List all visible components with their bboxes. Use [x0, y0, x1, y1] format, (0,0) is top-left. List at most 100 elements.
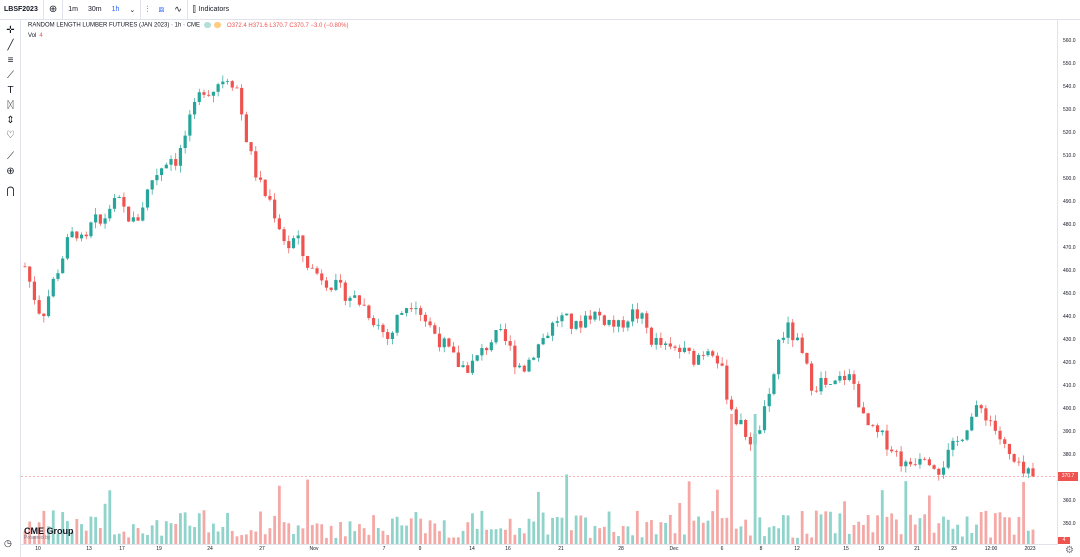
candle-body	[258, 177, 263, 180]
volume-bar	[395, 516, 399, 544]
candle-body	[197, 92, 201, 102]
volume-bar	[89, 516, 93, 544]
candle-body	[428, 321, 432, 326]
candle-body	[353, 295, 357, 298]
volume-bar	[226, 512, 229, 544]
candle-body	[574, 321, 578, 329]
candle-body	[320, 273, 324, 281]
volume-bar	[183, 512, 187, 544]
measure-icon[interactable]: ⇕	[6, 115, 15, 126]
price-tick: 460.0	[1063, 268, 1076, 274]
compare-button[interactable]: ∿	[169, 0, 188, 19]
price-tick: 430.0	[1063, 337, 1076, 343]
candle-body	[734, 409, 738, 425]
candle-body	[485, 348, 489, 351]
volume-bar	[730, 414, 733, 544]
volume-bar	[753, 414, 757, 544]
gear-icon[interactable]: ⚙	[1065, 545, 1074, 556]
crosshair-icon[interactable]: ✛	[6, 25, 15, 36]
volume-bar	[216, 531, 220, 544]
pattern-icon[interactable]: ᛞ	[7, 100, 14, 111]
interval-30m[interactable]: 30m	[87, 6, 102, 13]
candle-body	[536, 344, 541, 358]
candle-body	[541, 338, 545, 345]
candle-body	[216, 84, 220, 92]
volume-bar	[593, 525, 597, 544]
candle-body	[456, 352, 460, 368]
candle-body	[847, 374, 851, 381]
magnet-icon[interactable]: ⋂	[6, 186, 15, 197]
volume-bar	[588, 537, 592, 544]
interval-dropdown-button[interactable]: ⌄	[124, 0, 142, 19]
volume-bar	[263, 534, 267, 544]
volume-legend: Vol 4	[28, 33, 43, 39]
text-icon[interactable]: T	[7, 85, 14, 96]
candle-body	[475, 355, 479, 361]
candle-body	[772, 374, 776, 394]
candle-body	[70, 231, 74, 238]
candle-body	[744, 420, 748, 437]
candle-body	[777, 339, 781, 375]
volume-bar	[475, 528, 479, 544]
volume-bar	[560, 517, 564, 544]
candle-body	[400, 313, 404, 315]
time-tick: 13	[86, 546, 92, 552]
interval-1h[interactable]: 1h	[111, 6, 120, 13]
volume-bar	[33, 535, 36, 544]
volume-bar	[452, 537, 456, 544]
price-chart[interactable]	[21, 20, 1057, 544]
indicators-button[interactable]: ⫿ Indicators	[188, 0, 234, 19]
path-icon[interactable]: ⟋	[7, 70, 14, 81]
bar-style-button[interactable]: ⫶	[141, 0, 153, 19]
candle-body	[174, 159, 178, 166]
volume-bar	[499, 528, 503, 544]
volume-bar	[819, 514, 823, 544]
volume-bar	[824, 511, 828, 544]
volume-bar	[461, 530, 465, 544]
candle-body	[56, 273, 60, 279]
candle-body	[249, 142, 253, 152]
volume-bar	[626, 526, 630, 544]
volume-bar	[758, 517, 762, 544]
heart-icon[interactable]: ♡	[6, 130, 15, 141]
candle-body	[998, 430, 1002, 440]
volume-bar	[1003, 517, 1007, 544]
chart-style-button[interactable]: ⧈	[154, 0, 170, 19]
go-to-date-icon[interactable]: ◷	[4, 538, 12, 548]
candle-body	[254, 151, 258, 178]
candle-body	[1017, 461, 1021, 463]
candle-body	[329, 287, 333, 290]
last-price-label: 370.7	[1058, 471, 1078, 481]
ruler-icon[interactable]: ⟋	[7, 151, 14, 162]
zoom-in-icon[interactable]: ⊕	[6, 166, 15, 177]
volume-bar	[287, 523, 291, 544]
volume-label: Vol	[28, 33, 37, 39]
time-tick: 27	[259, 546, 265, 552]
volume-bar	[141, 533, 145, 544]
candle-body	[273, 199, 277, 219]
volume-bar	[301, 528, 305, 544]
trend-line-icon[interactable]: ╱	[7, 40, 14, 51]
time-tick: 19	[878, 546, 884, 552]
symbol-search-button[interactable]: LBSF2023	[0, 0, 44, 19]
candle-body	[103, 218, 107, 224]
candle-body	[852, 374, 856, 384]
time-tick: 21	[914, 546, 920, 552]
time-tick: 24	[207, 546, 213, 552]
volume-bar	[160, 535, 163, 544]
candle-body	[315, 268, 319, 274]
volume-bar	[984, 510, 988, 544]
candle-body	[857, 383, 861, 408]
volume-bar	[720, 518, 724, 544]
volume-bar	[607, 511, 611, 544]
volume-bar	[673, 533, 677, 544]
parallel-channel-icon[interactable]: ≡	[7, 55, 14, 66]
candle-body	[824, 377, 828, 385]
candle-body	[470, 360, 475, 373]
chart-legend: RANDOM LENGTH LUMBER FUTURES (JAN 2023) …	[28, 22, 348, 29]
interval-1m[interactable]: 1m	[68, 6, 78, 13]
add-symbol-button[interactable]: ⊕	[44, 0, 64, 19]
volume-bar	[325, 537, 328, 544]
volume-bar	[23, 531, 27, 544]
volume-bar	[42, 510, 46, 544]
